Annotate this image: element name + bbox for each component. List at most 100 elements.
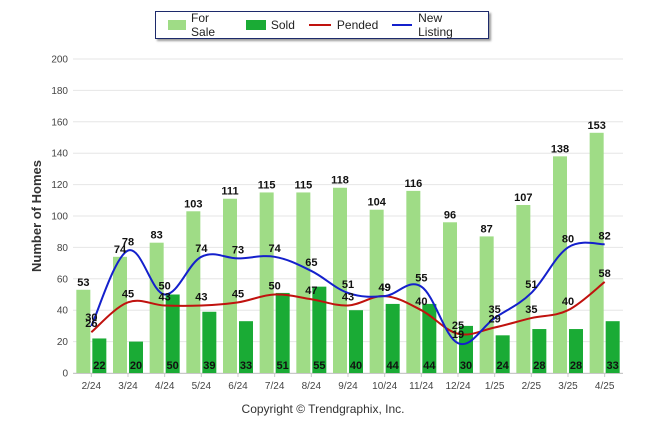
data-label-for-sale: 107	[514, 192, 532, 204]
data-label-for-sale: 138	[551, 143, 569, 155]
x-tick-label: 2/24	[82, 381, 102, 392]
data-label-new-listing: 82	[599, 230, 611, 242]
legend-item-sold[interactable]: Sold	[245, 18, 295, 32]
legend-label-sold: Sold	[270, 18, 295, 32]
bar-for-sale	[553, 156, 567, 373]
data-label-new-listing: 80	[562, 233, 574, 245]
data-label-sold: 55	[313, 360, 325, 372]
bar-sold	[92, 338, 107, 373]
data-label-for-sale: 103	[184, 198, 202, 210]
y-tick-label: 0	[62, 369, 68, 380]
data-label-sold: 39	[203, 360, 215, 372]
y-tick-label: 40	[57, 306, 69, 317]
y-tick-label: 20	[57, 337, 69, 348]
bar-for-sale	[369, 209, 384, 373]
legend-swatch-sold	[245, 20, 266, 30]
data-label-new-listing: 51	[342, 279, 354, 291]
bar-sold	[239, 321, 253, 373]
x-tick-label: 10/24	[372, 381, 397, 392]
bar-sold	[349, 310, 363, 373]
y-tick-label: 160	[51, 117, 68, 128]
bar-sold	[312, 286, 327, 373]
data-label-for-sale: 74	[114, 244, 127, 256]
data-label-pended: 43	[342, 291, 354, 303]
bar-for-sale	[113, 256, 127, 373]
bar-for-sale	[479, 236, 494, 373]
data-label-sold: 24	[497, 360, 510, 372]
chart-legend: For Sale Sold Pended New Listing	[155, 11, 489, 39]
legend-swatch-for-sale	[168, 20, 187, 30]
data-label-new-listing: 65	[305, 257, 317, 269]
data-label-pended: 40	[415, 296, 427, 308]
data-label-sold: 44	[387, 360, 400, 372]
data-label-pended: 25	[452, 320, 464, 332]
x-tick-label: 12/24	[445, 381, 470, 392]
legend-item-pended[interactable]: Pended	[308, 18, 379, 32]
x-tick-label: 9/24	[338, 381, 358, 392]
bar-for-sale	[259, 192, 274, 373]
y-tick-label: 120	[51, 180, 68, 191]
data-label-for-sale: 115	[294, 179, 312, 191]
data-label-sold: 40	[350, 360, 362, 372]
data-label-for-sale: 104	[367, 197, 386, 209]
data-label-pended: 47	[305, 285, 317, 297]
bar-sold	[202, 311, 217, 373]
data-label-pended: 29	[489, 313, 501, 325]
x-tick-label: 3/24	[118, 381, 138, 392]
x-tick-label: 11/24	[409, 381, 434, 392]
bar-for-sale	[589, 132, 604, 373]
series-line-pended	[90, 281, 606, 336]
data-label-for-sale: 53	[77, 277, 89, 289]
legend-item-for-sale[interactable]: For Sale	[168, 11, 232, 39]
x-tick-label: 5/24	[192, 381, 212, 392]
x-tick-label: 2/25	[522, 381, 542, 392]
bar-for-sale	[186, 211, 201, 373]
legend-label-new-listing: New Listing	[418, 11, 453, 39]
legend-label-pended: Pended	[336, 18, 379, 32]
data-label-new-listing: 78	[122, 237, 134, 249]
bar-for-sale	[76, 289, 91, 373]
data-label-new-listing: 50	[159, 281, 171, 293]
data-label-pended: 58	[599, 268, 611, 280]
bar-sold	[129, 341, 143, 373]
legend-line-pended	[308, 24, 331, 26]
data-label-new-listing: 35	[489, 304, 501, 316]
x-tick-label: 4/25	[595, 381, 615, 392]
bar-for-sale	[149, 242, 164, 373]
data-label-sold: 33	[240, 360, 252, 372]
data-label-sold: 33	[607, 360, 619, 372]
data-label-new-listing: 49	[379, 282, 391, 294]
y-tick-label: 80	[57, 243, 69, 254]
data-label-sold: 20	[130, 360, 142, 372]
y-axis-title: Number of Homes	[29, 160, 44, 272]
data-label-pended: 35	[525, 304, 537, 316]
data-label-for-sale: 116	[404, 178, 422, 190]
y-tick-label: 180	[51, 86, 68, 97]
data-label-for-sale: 153	[587, 120, 605, 132]
data-label-new-listing: 74	[195, 243, 208, 255]
data-label-for-sale: 87	[481, 223, 493, 235]
data-label-sold: 30	[460, 360, 472, 372]
data-label-new-listing: 55	[415, 273, 427, 285]
bar-sold	[532, 329, 547, 373]
data-label-pended: 43	[159, 291, 171, 303]
data-label-sold: 28	[533, 360, 545, 372]
bar-for-sale	[223, 198, 237, 373]
bar-sold	[569, 329, 583, 373]
data-label-for-sale: 115	[258, 179, 276, 191]
bar-sold	[605, 321, 620, 373]
copyright-footer: Copyright © Trendgraphix, Inc.	[241, 402, 405, 416]
data-label-for-sale: 111	[221, 186, 238, 198]
bar-for-sale	[406, 190, 421, 373]
data-label-sold: 22	[93, 360, 105, 372]
data-label-for-sale: 96	[444, 209, 456, 221]
data-label-new-listing: 30	[85, 312, 97, 324]
legend-item-new-listing[interactable]: New Listing	[392, 11, 474, 39]
x-tick-label: 6/24	[228, 381, 248, 392]
y-tick-label: 60	[57, 274, 69, 285]
legend-line-new-listing	[392, 24, 413, 26]
bar-sold	[459, 325, 473, 373]
data-label-sold: 44	[423, 360, 436, 372]
data-label-new-listing: 74	[269, 243, 282, 255]
data-label-sold: 50	[167, 360, 179, 372]
